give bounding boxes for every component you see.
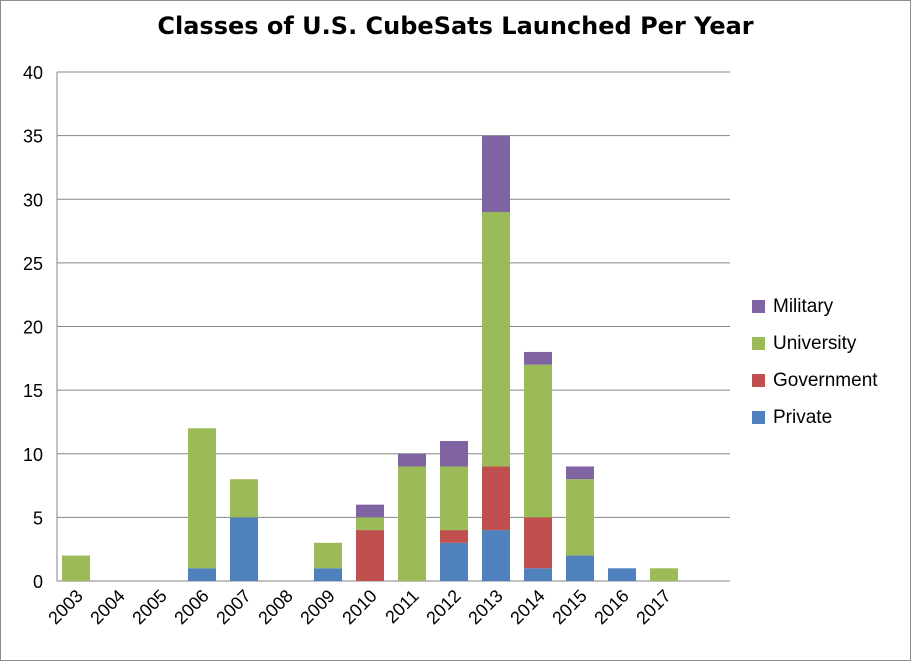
- x-tick-label: 2013: [464, 586, 506, 628]
- bar-government-2013: [482, 466, 510, 531]
- bar-military-2012: [440, 441, 468, 467]
- bar-university-2009: [314, 542, 342, 569]
- bar-university-2013: [482, 211, 510, 467]
- bar-private-2012: [440, 542, 468, 581]
- bar-university-2015: [566, 479, 594, 556]
- y-tick-label: 10: [23, 445, 43, 465]
- y-tick-label: 5: [33, 508, 43, 528]
- bar-military-2011: [398, 453, 426, 467]
- bar-university-2006: [188, 428, 216, 569]
- x-tick-label: 2016: [590, 586, 632, 628]
- x-tick-label: 2007: [212, 586, 254, 628]
- bar-government-2014: [524, 517, 552, 569]
- y-tick-label: 25: [23, 254, 43, 274]
- legend-label: Government: [773, 369, 878, 391]
- bar-military-2010: [356, 504, 384, 518]
- bar-university-2017: [650, 568, 678, 581]
- bar-military-2014: [524, 351, 552, 365]
- bar-private-2006: [188, 568, 216, 581]
- bar-private-2013: [482, 530, 510, 581]
- legend-label: University: [773, 332, 857, 354]
- bar-university-2011: [398, 466, 426, 581]
- legend-item-university: University: [752, 325, 878, 362]
- x-tick-label: 2011: [381, 586, 423, 628]
- bar-university-2010: [356, 517, 384, 531]
- x-tick-label: 2005: [128, 586, 170, 628]
- x-tick-label: 2014: [506, 586, 548, 628]
- bar-private-2014: [524, 568, 552, 581]
- y-tick-label: 40: [23, 63, 43, 83]
- chart-title: Classes of U.S. CubeSats Launched Per Ye…: [157, 12, 754, 40]
- bar-private-2016: [608, 568, 636, 581]
- legend-swatch: [752, 374, 765, 387]
- bar-military-2015: [566, 466, 594, 480]
- x-tick-label: 2009: [296, 586, 338, 628]
- y-tick-label: 35: [23, 127, 43, 147]
- legend-item-government: Government: [752, 362, 878, 399]
- x-tick-label: 2004: [86, 586, 128, 628]
- y-tick-label: 20: [23, 318, 43, 338]
- bar-university-2003: [62, 555, 90, 581]
- bar-private-2015: [566, 555, 594, 581]
- legend-label: Military: [773, 295, 834, 317]
- x-tick-label: 2008: [254, 586, 296, 628]
- y-tick-label: 0: [33, 572, 43, 592]
- legend-label: Private: [773, 406, 833, 428]
- bar-government-2012: [440, 530, 468, 543]
- x-tick-label: 2010: [338, 586, 380, 628]
- bar-private-2009: [314, 568, 342, 581]
- x-tick-label: 2006: [170, 586, 212, 628]
- bar-government-2010: [356, 530, 384, 581]
- chart-legend: Military University Government Private: [752, 288, 878, 436]
- bar-private-2007: [230, 517, 258, 581]
- y-tick-label: 30: [23, 190, 43, 210]
- bar-university-2014: [524, 364, 552, 518]
- x-tick-label: 2017: [632, 586, 674, 628]
- legend-swatch: [752, 337, 765, 350]
- x-tick-label: 2003: [44, 586, 86, 628]
- x-tick-label: 2012: [422, 586, 464, 628]
- legend-item-military: Military: [752, 288, 878, 325]
- bar-university-2007: [230, 479, 258, 518]
- legend-item-private: Private: [752, 399, 878, 436]
- x-tick-label: 2015: [548, 586, 590, 628]
- y-tick-label: 15: [23, 381, 43, 401]
- legend-swatch: [752, 300, 765, 313]
- legend-swatch: [752, 411, 765, 424]
- bar-university-2012: [440, 466, 468, 531]
- bar-military-2013: [482, 135, 510, 212]
